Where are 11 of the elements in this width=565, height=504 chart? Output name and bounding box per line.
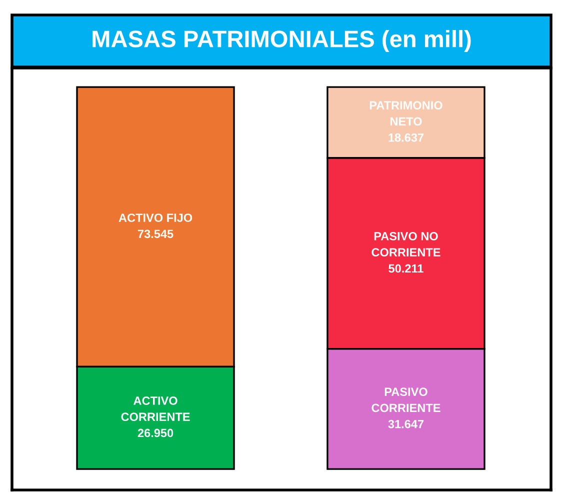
series-label: PASIVO NO CORRIENTE (372, 232, 440, 256)
series-label: PASIVO CORRIENTE (372, 388, 440, 412)
data-label: 31.647 (388, 420, 424, 428)
data-label: 26.950 (138, 428, 174, 438)
data-label: 50.211 (388, 264, 424, 273)
data-label: 73.545 (138, 230, 174, 238)
data-label: 18.637 (388, 133, 424, 142)
series-label: PATRIMONIO NETO (370, 101, 442, 126)
chart-title: MASAS PATRIMONIALES (en mill) (92, 30, 471, 52)
series-label: ACTIVO FIJO (118, 214, 192, 222)
series-label: ACTIVO CORRIENTE (121, 396, 190, 422)
